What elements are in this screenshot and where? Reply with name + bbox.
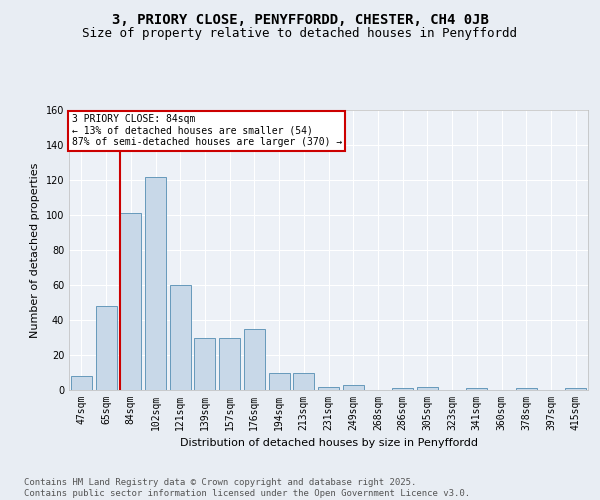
- Text: Contains HM Land Registry data © Crown copyright and database right 2025.
Contai: Contains HM Land Registry data © Crown c…: [24, 478, 470, 498]
- Bar: [516, 388, 537, 390]
- Bar: [194, 338, 215, 390]
- Bar: [170, 285, 191, 390]
- Text: 3, PRIORY CLOSE, PENYFFORDD, CHESTER, CH4 0JB: 3, PRIORY CLOSE, PENYFFORDD, CHESTER, CH…: [112, 12, 488, 26]
- Bar: [269, 372, 290, 390]
- Bar: [343, 385, 364, 390]
- Bar: [565, 388, 586, 390]
- Bar: [392, 388, 413, 390]
- Bar: [417, 386, 438, 390]
- Bar: [318, 386, 339, 390]
- Bar: [71, 376, 92, 390]
- Bar: [219, 338, 240, 390]
- Bar: [466, 388, 487, 390]
- Bar: [293, 372, 314, 390]
- X-axis label: Distribution of detached houses by size in Penyffordd: Distribution of detached houses by size …: [179, 438, 478, 448]
- Text: 3 PRIORY CLOSE: 84sqm
← 13% of detached houses are smaller (54)
87% of semi-deta: 3 PRIORY CLOSE: 84sqm ← 13% of detached …: [71, 114, 342, 148]
- Y-axis label: Number of detached properties: Number of detached properties: [30, 162, 40, 338]
- Bar: [95, 306, 116, 390]
- Bar: [145, 176, 166, 390]
- Bar: [244, 329, 265, 390]
- Bar: [120, 213, 141, 390]
- Text: Size of property relative to detached houses in Penyffordd: Size of property relative to detached ho…: [83, 28, 517, 40]
